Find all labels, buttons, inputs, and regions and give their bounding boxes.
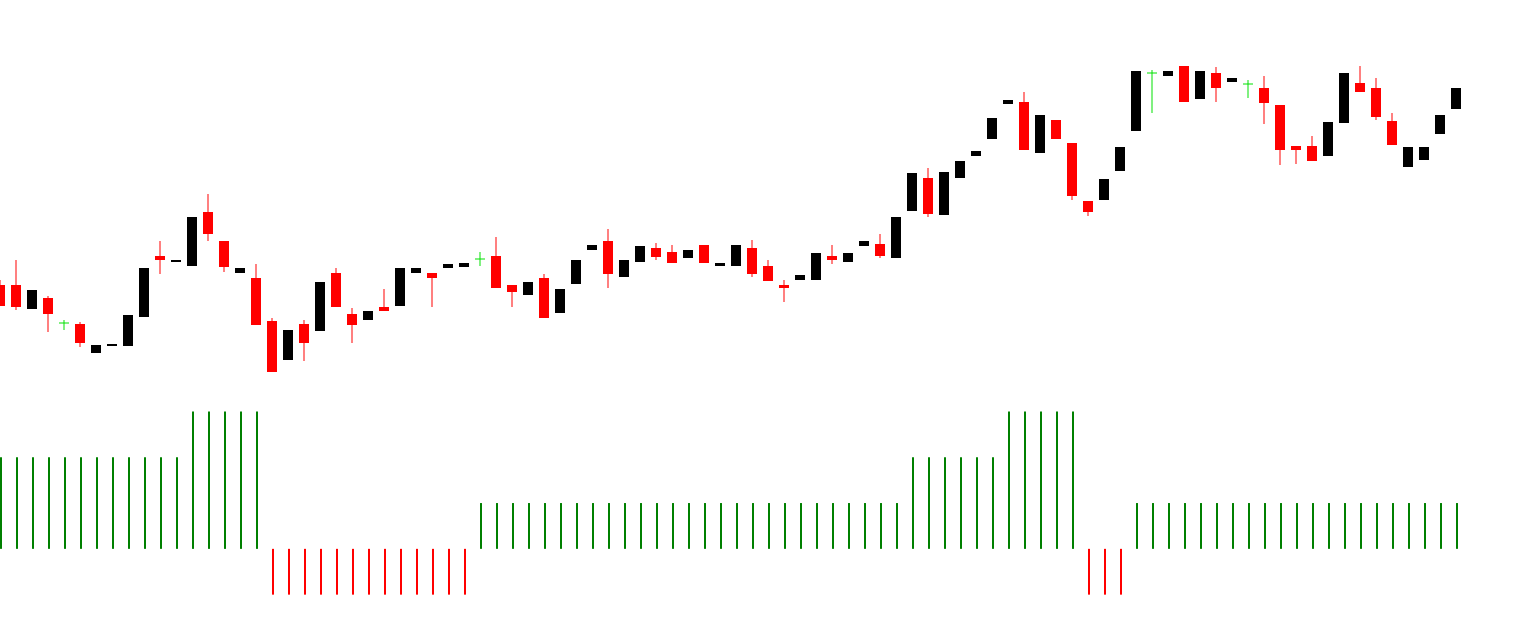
- candle-body: [491, 256, 501, 288]
- candle-body: [11, 285, 21, 307]
- candle-body: [203, 212, 213, 234]
- candle-body: [523, 282, 533, 295]
- candle-body: [107, 344, 117, 346]
- candle-body: [235, 268, 245, 273]
- candle-body: [1355, 83, 1365, 92]
- candle-body: [619, 260, 629, 277]
- candle-body: [971, 151, 981, 156]
- candle-body: [955, 161, 965, 178]
- candle-body: [443, 264, 453, 268]
- candle-body: [1195, 71, 1205, 99]
- candle-body: [411, 268, 421, 273]
- candle-body: [1083, 201, 1093, 212]
- candle-body: [891, 217, 901, 258]
- candle-body: [907, 173, 917, 211]
- candle-body: [1115, 147, 1125, 171]
- candle-body: [571, 260, 581, 284]
- candle-body: [1435, 115, 1445, 134]
- candle-body: [187, 217, 197, 266]
- candle-body: [603, 241, 613, 274]
- candle-body: [427, 273, 437, 278]
- candle-body: [1259, 88, 1269, 103]
- candle-body: [1371, 88, 1381, 117]
- candle-body: [1179, 66, 1189, 102]
- candle-body: [123, 315, 133, 346]
- candle-body: [267, 321, 277, 372]
- candle-body: [715, 263, 725, 266]
- candle-body: [171, 260, 181, 262]
- candle-body: [299, 324, 309, 343]
- candle-body: [795, 275, 805, 280]
- candle-body: [699, 245, 709, 263]
- candle-body: [1211, 73, 1221, 88]
- candle-body: [747, 248, 757, 274]
- candle-body: [651, 248, 661, 257]
- candle-body: [251, 278, 261, 325]
- candle-body: [1163, 71, 1173, 76]
- candle-body: [347, 314, 357, 325]
- candle-body: [155, 256, 165, 260]
- candle-body: [43, 298, 53, 314]
- candle-body: [1067, 143, 1077, 196]
- candle-body: [27, 290, 37, 309]
- candle-body: [539, 278, 549, 318]
- candle-body: [1099, 179, 1109, 200]
- candle-body: [1387, 121, 1397, 145]
- candle-body: [555, 289, 565, 313]
- candle-body: [987, 118, 997, 139]
- candle-body: [875, 244, 885, 256]
- candle-body: [1451, 88, 1461, 109]
- candle-body: [1275, 105, 1285, 150]
- candle-body: [363, 311, 373, 320]
- candle-body: [379, 307, 389, 311]
- candle-body: [923, 178, 933, 214]
- candle-body: [315, 282, 325, 331]
- candle-body: [75, 324, 85, 343]
- candle-body: [283, 330, 293, 360]
- candle-body: [1227, 78, 1237, 82]
- candle-body: [1291, 146, 1301, 150]
- candle-body: [1307, 146, 1317, 161]
- candle-body: [683, 250, 693, 258]
- candle-body: [1019, 102, 1029, 150]
- candle-body: [219, 241, 229, 267]
- candle-body: [91, 345, 101, 353]
- candle-body: [1419, 147, 1429, 160]
- candle-body: [507, 285, 517, 292]
- candle-body: [779, 285, 789, 288]
- candle-body: [1339, 73, 1349, 123]
- candle-body: [1403, 147, 1413, 167]
- candle-body: [1035, 115, 1045, 153]
- candle-body: [763, 266, 773, 281]
- candle-body: [1051, 120, 1061, 139]
- candle-body: [139, 268, 149, 317]
- candle-body: [731, 245, 741, 266]
- candle-body: [635, 246, 645, 262]
- candle-body: [1131, 71, 1141, 131]
- candle-body: [859, 241, 869, 246]
- candle-body: [827, 256, 837, 260]
- candle-body: [395, 268, 405, 306]
- candle-body: [1003, 100, 1013, 104]
- candle-body: [843, 253, 853, 262]
- candle-body: [811, 253, 821, 280]
- candle-body: [939, 172, 949, 215]
- candle-body: [331, 273, 341, 307]
- candle-body: [459, 263, 469, 267]
- candle-body: [587, 245, 597, 250]
- candle-body: [0, 285, 5, 306]
- candle-body: [1323, 122, 1333, 156]
- candle-body: [667, 252, 677, 263]
